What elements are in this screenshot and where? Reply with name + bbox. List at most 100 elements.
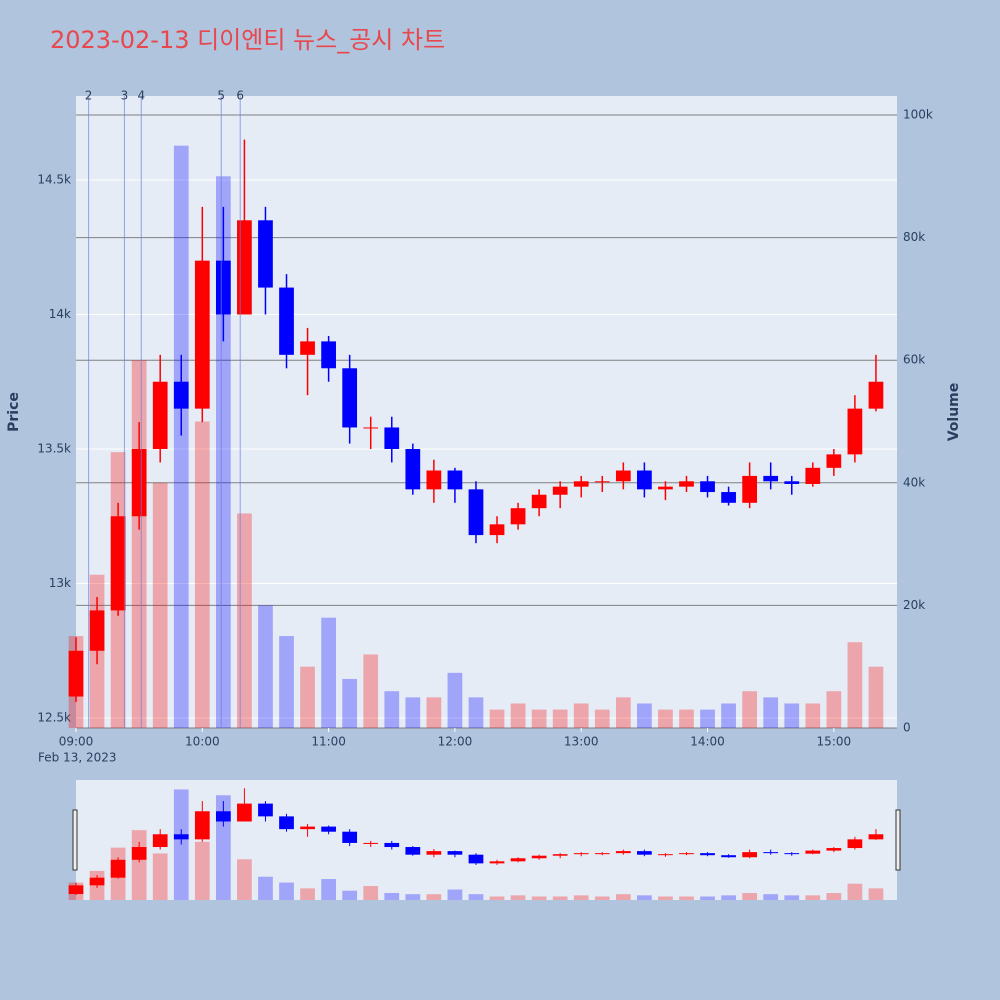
mini-volume-bar (489, 896, 505, 900)
mini-candle-body (826, 848, 842, 851)
mini-volume-bar (700, 896, 715, 900)
volume-bar (573, 703, 589, 728)
mini-candle-body (447, 851, 463, 855)
mini-candle-body (426, 851, 442, 855)
event-label: 4 (137, 89, 145, 103)
volume-bar (152, 482, 168, 728)
mini-volume-bar (594, 896, 610, 900)
candle-body (489, 524, 505, 536)
mini-candle-body (700, 853, 715, 856)
mini-candle-body (300, 826, 315, 830)
volume-bar (531, 709, 547, 728)
mini-volume-bar (152, 853, 168, 900)
candle-body (152, 381, 168, 449)
volume-bar (784, 703, 800, 728)
candle-body (826, 454, 842, 468)
mini-volume-bar (573, 895, 589, 900)
x-tick-label: 14:00 (690, 735, 725, 749)
volume-bar (805, 703, 821, 728)
candle-body (637, 470, 652, 490)
candle-body (721, 492, 736, 503)
mini-volume-bar (826, 893, 842, 900)
mini-volume-bar (426, 894, 442, 900)
volume-bar (594, 709, 610, 728)
mini-volume-bar (615, 894, 631, 900)
x-tick-label: 12:00 (438, 735, 473, 749)
mini-candle-body (89, 877, 105, 886)
mini-volume-bar (258, 876, 273, 900)
volume-bar (468, 697, 484, 728)
candle-body (215, 260, 231, 315)
y-tick-label: 13.5k (37, 441, 71, 455)
candle-body (342, 368, 358, 428)
volume-bar (700, 709, 715, 728)
mini-candle-body (615, 851, 631, 854)
mini-candle-body (679, 853, 694, 855)
volume-bar (384, 691, 400, 728)
volume-bar (426, 697, 442, 728)
mini-volume-bar (384, 893, 400, 900)
mini-candle-body (784, 853, 800, 855)
y-tick-label: 13k (49, 576, 71, 590)
mini-volume-bar (805, 895, 821, 900)
candle-body (868, 381, 884, 409)
candle-body (447, 470, 463, 490)
candle-body (173, 381, 189, 409)
candle-body (237, 220, 252, 315)
mini-candle-body (363, 842, 379, 844)
volume-bar (615, 697, 631, 728)
mini-candle-body (342, 831, 358, 843)
volume-bar (510, 703, 526, 728)
mini-candle-body (173, 834, 189, 840)
mini-volume-bar (531, 896, 547, 900)
mini-candle-body (594, 853, 610, 855)
candle-body (615, 470, 631, 482)
mini-candle-body (805, 850, 821, 854)
volume-bar (173, 145, 189, 728)
y-tick-label: 14.5k (37, 172, 71, 186)
mini-candle-body (215, 811, 231, 822)
mini-candle-body (384, 842, 400, 848)
mini-volume-bar (405, 894, 421, 900)
y2-tick-label: 20k (903, 598, 925, 612)
volume-bar (826, 691, 842, 728)
mini-volume-bar (721, 895, 736, 900)
candle-body (194, 260, 210, 409)
volume-bar (447, 672, 463, 728)
mini-volume-bar (658, 896, 673, 900)
y-axis-title: Price (6, 392, 22, 432)
rangeslider-handle[interactable] (72, 809, 78, 871)
volume-bar (194, 421, 210, 728)
volume-bar (405, 697, 421, 728)
volume-bar (552, 709, 568, 728)
mini-volume-bar (468, 894, 484, 900)
mini-volume-bar (173, 789, 189, 900)
mini-candle-body (131, 847, 147, 860)
candle-body (784, 481, 800, 484)
mini-candle-body (763, 852, 779, 854)
mini-volume-bar (742, 893, 758, 900)
rangeslider-handle[interactable] (895, 809, 901, 871)
volume-bar (363, 654, 379, 728)
event-label: 5 (217, 89, 225, 103)
mini-candle-body (468, 854, 484, 864)
mini-volume-bar (763, 894, 779, 900)
volume-bar (721, 703, 736, 728)
volume-bar (342, 678, 358, 728)
mini-candle-body (637, 851, 652, 855)
y-tick-label: 14k (49, 307, 71, 321)
candle-body (700, 481, 715, 493)
mini-volume-bar (637, 895, 652, 900)
x-date-label: Feb 13, 2023 (38, 751, 117, 765)
volume-bar (237, 513, 252, 728)
mini-candle-body (552, 854, 568, 856)
mini-volume-bar (194, 841, 210, 900)
candle-body (131, 448, 147, 517)
candle-body (573, 481, 589, 487)
candle-body (426, 470, 442, 490)
mini-volume-bar (847, 883, 863, 900)
mini-volume-bar (784, 895, 800, 900)
volume-bar (258, 605, 273, 728)
candle-body (805, 467, 821, 484)
